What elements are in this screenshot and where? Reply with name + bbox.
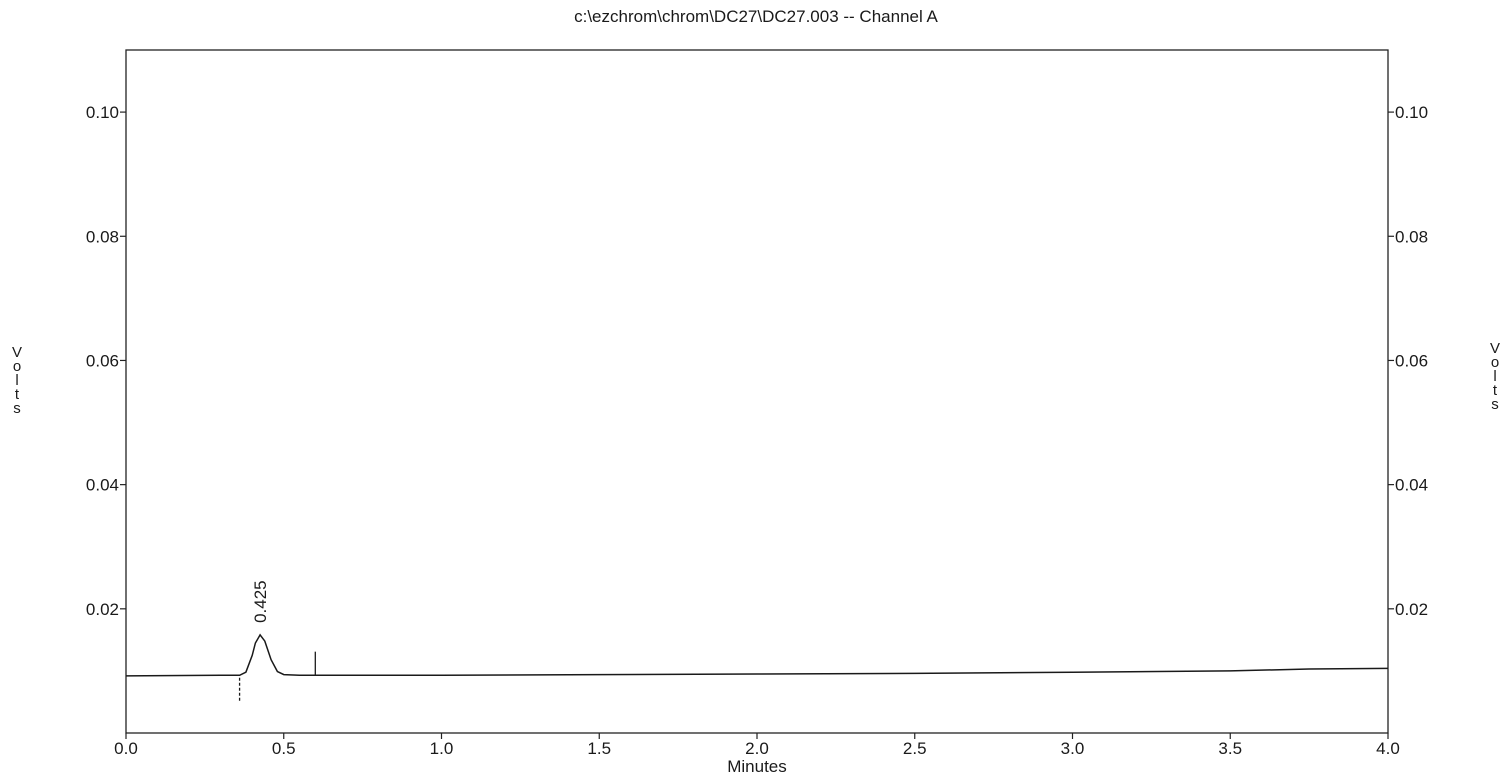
x-tick-label: 2.5 [903,739,927,758]
y-tick-label-left: 0.08 [86,227,119,246]
x-tick-label: 3.0 [1061,739,1085,758]
plot-area: 0.425 [125,580,1389,701]
y-tick-label-left: 0.04 [86,476,119,495]
chart-title: c:\ezchrom\chrom\DC27\DC27.003 -- Channe… [574,7,938,26]
x-tick-label: 1.0 [430,739,454,758]
y-tick-label-left: 0.10 [86,103,119,122]
x-tick-label: 2.0 [745,739,769,758]
y-tick-label-right: 0.02 [1395,600,1428,619]
y-tick-label-left: 0.02 [86,600,119,619]
y-tick-label-right: 0.04 [1395,476,1428,495]
x-tick-label: 3.5 [1218,739,1242,758]
x-tick-label: 0.5 [272,739,296,758]
x-axis: 0.0 0.5 1.0 1.5 2.0 2.5 3.0 3.5 4.0 [114,733,1400,758]
y-axis-left: 0.02 0.04 0.06 0.08 0.10 [86,103,126,619]
plot-frame [125,49,1389,734]
y-tick-label-right: 0.10 [1395,103,1428,122]
y-tick-label-right: 0.08 [1395,227,1428,246]
x-tick-label: 1.5 [587,739,611,758]
x-tick-label: 4.0 [1376,739,1400,758]
y-tick-label-left: 0.06 [86,351,119,370]
x-tick-label: 0.0 [114,739,138,758]
y-axis-right: 0.02 0.04 0.06 0.08 0.10 [1388,103,1428,619]
peak-label: 0.425 [251,580,270,623]
x-axis-label: Minutes [727,757,787,776]
signal-trace [125,633,1389,677]
y-tick-label-right: 0.06 [1395,351,1428,370]
